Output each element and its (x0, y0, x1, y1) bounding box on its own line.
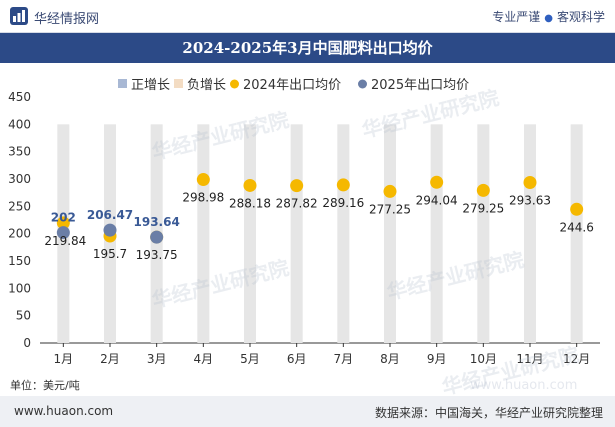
data-point-2024 (196, 173, 210, 187)
legend-label: 负增长 (187, 78, 226, 93)
y-tick-label: 250 (8, 199, 31, 213)
data-point-2024 (290, 179, 304, 193)
y-tick-label: 0 (23, 336, 31, 350)
data-point-2025 (103, 223, 117, 237)
top-bar: 华经情报网 专业严谨 ● 客观科学 (0, 0, 615, 33)
data-label-2025: 193.64 (134, 215, 180, 229)
legend-marker (358, 79, 367, 89)
data-point-2025 (150, 230, 164, 244)
x-tick-label: 9月 (427, 352, 447, 366)
data-label-2024: 289.16 (322, 196, 364, 210)
legend-marker (174, 79, 183, 88)
brand-logo-icon (10, 7, 28, 25)
slogan-right: 客观科学 (556, 10, 605, 24)
data-point-2024 (570, 202, 584, 216)
x-tick-label: 8月 (380, 352, 400, 366)
data-label-2025: 206.47 (87, 208, 133, 222)
title-bar: 2024-2025年3月中国肥料出口均价 (0, 33, 615, 63)
y-tick-label: 400 (8, 117, 31, 131)
data-point-2024 (476, 183, 490, 197)
data-label-2024: 298.98 (182, 191, 224, 205)
data-label-2024: 294.04 (416, 193, 458, 207)
x-tick-label: 4月 (194, 352, 214, 366)
data-label-2024: 193.75 (136, 248, 178, 262)
growth-bar-background (384, 124, 396, 343)
slogan-left: 专业严谨 (492, 10, 541, 24)
legend-label: 正增长 (131, 78, 170, 93)
slogan: 专业严谨 ● 客观科学 (492, 8, 605, 25)
y-tick-label: 150 (8, 254, 31, 268)
data-point-2024 (336, 178, 350, 192)
footer: www.huaon.com 数据来源：中国海关，华经产业研究院整理 (0, 396, 615, 427)
footer-site: www.huaon.com (14, 404, 114, 418)
y-tick-label: 100 (8, 281, 31, 295)
growth-bar-background (197, 124, 210, 343)
y-tick-label: 300 (8, 172, 31, 186)
x-tick-label: 11月 (516, 352, 543, 366)
data-label-2024: 293.63 (509, 193, 551, 207)
growth-bar-background (570, 124, 583, 343)
x-tick-label: 2月 (100, 352, 120, 366)
data-point-2024 (430, 175, 444, 189)
legend-label: 2025年出口均价 (371, 78, 469, 93)
brand-name: 华经情报网 (34, 12, 100, 27)
x-tick-label: 10月 (470, 352, 497, 366)
legend-marker (230, 79, 239, 89)
y-tick-label: 50 (16, 309, 31, 323)
y-tick-label: 350 (8, 145, 31, 159)
x-tick-label: 3月 (147, 352, 167, 366)
x-tick-label: 7月 (334, 352, 354, 366)
data-point-2024 (523, 175, 537, 189)
data-label-2024: 244.6 (559, 220, 593, 234)
data-label-2024: 219.84 (44, 234, 86, 248)
chart: 0 50 100 150 200 250 300 350 400 450 1月 2月 3月 4月 5月 6月 7… (8, 78, 600, 366)
footer-source: 数据来源：中国海关，华经产业研究院整理 (374, 406, 603, 420)
data-point-2024 (56, 216, 70, 230)
growth-bar-background (477, 124, 490, 343)
growth-bar-background (524, 124, 536, 343)
data-label-2024: 279.25 (462, 201, 504, 215)
data-label-2025: 202 (51, 211, 76, 225)
data-label-2024: 195.7 (93, 247, 127, 261)
growth-bar-background (290, 124, 303, 343)
chart-title: 2024-2025年3月中国肥料出口均价 (182, 39, 433, 57)
y-tick-label: 200 (8, 227, 31, 241)
slogan-dot-icon: ● (544, 13, 553, 24)
x-tick-label: 6月 (287, 352, 307, 366)
data-label-2024: 277.25 (369, 202, 411, 216)
data-point-2025 (56, 226, 70, 240)
growth-bar-background (430, 124, 443, 343)
x-tick-label: 5月 (240, 352, 260, 366)
x-tick-label: 1月 (54, 352, 74, 366)
data-label-2024: 288.18 (229, 196, 271, 210)
legend-label: 2024年出口均价 (243, 78, 341, 93)
data-point-2024 (243, 178, 257, 192)
growth-bar-background (244, 124, 256, 343)
data-label-2024: 287.82 (276, 197, 318, 211)
unit-label: 单位：美元/吨 (10, 379, 80, 392)
data-point-2024 (383, 184, 397, 198)
legend-marker (118, 79, 127, 88)
x-tick-label: 12月 (563, 352, 590, 366)
watermark-url: www.huaon.com (470, 378, 578, 393)
growth-bar-background (337, 124, 350, 343)
y-tick-label: 450 (8, 90, 31, 104)
